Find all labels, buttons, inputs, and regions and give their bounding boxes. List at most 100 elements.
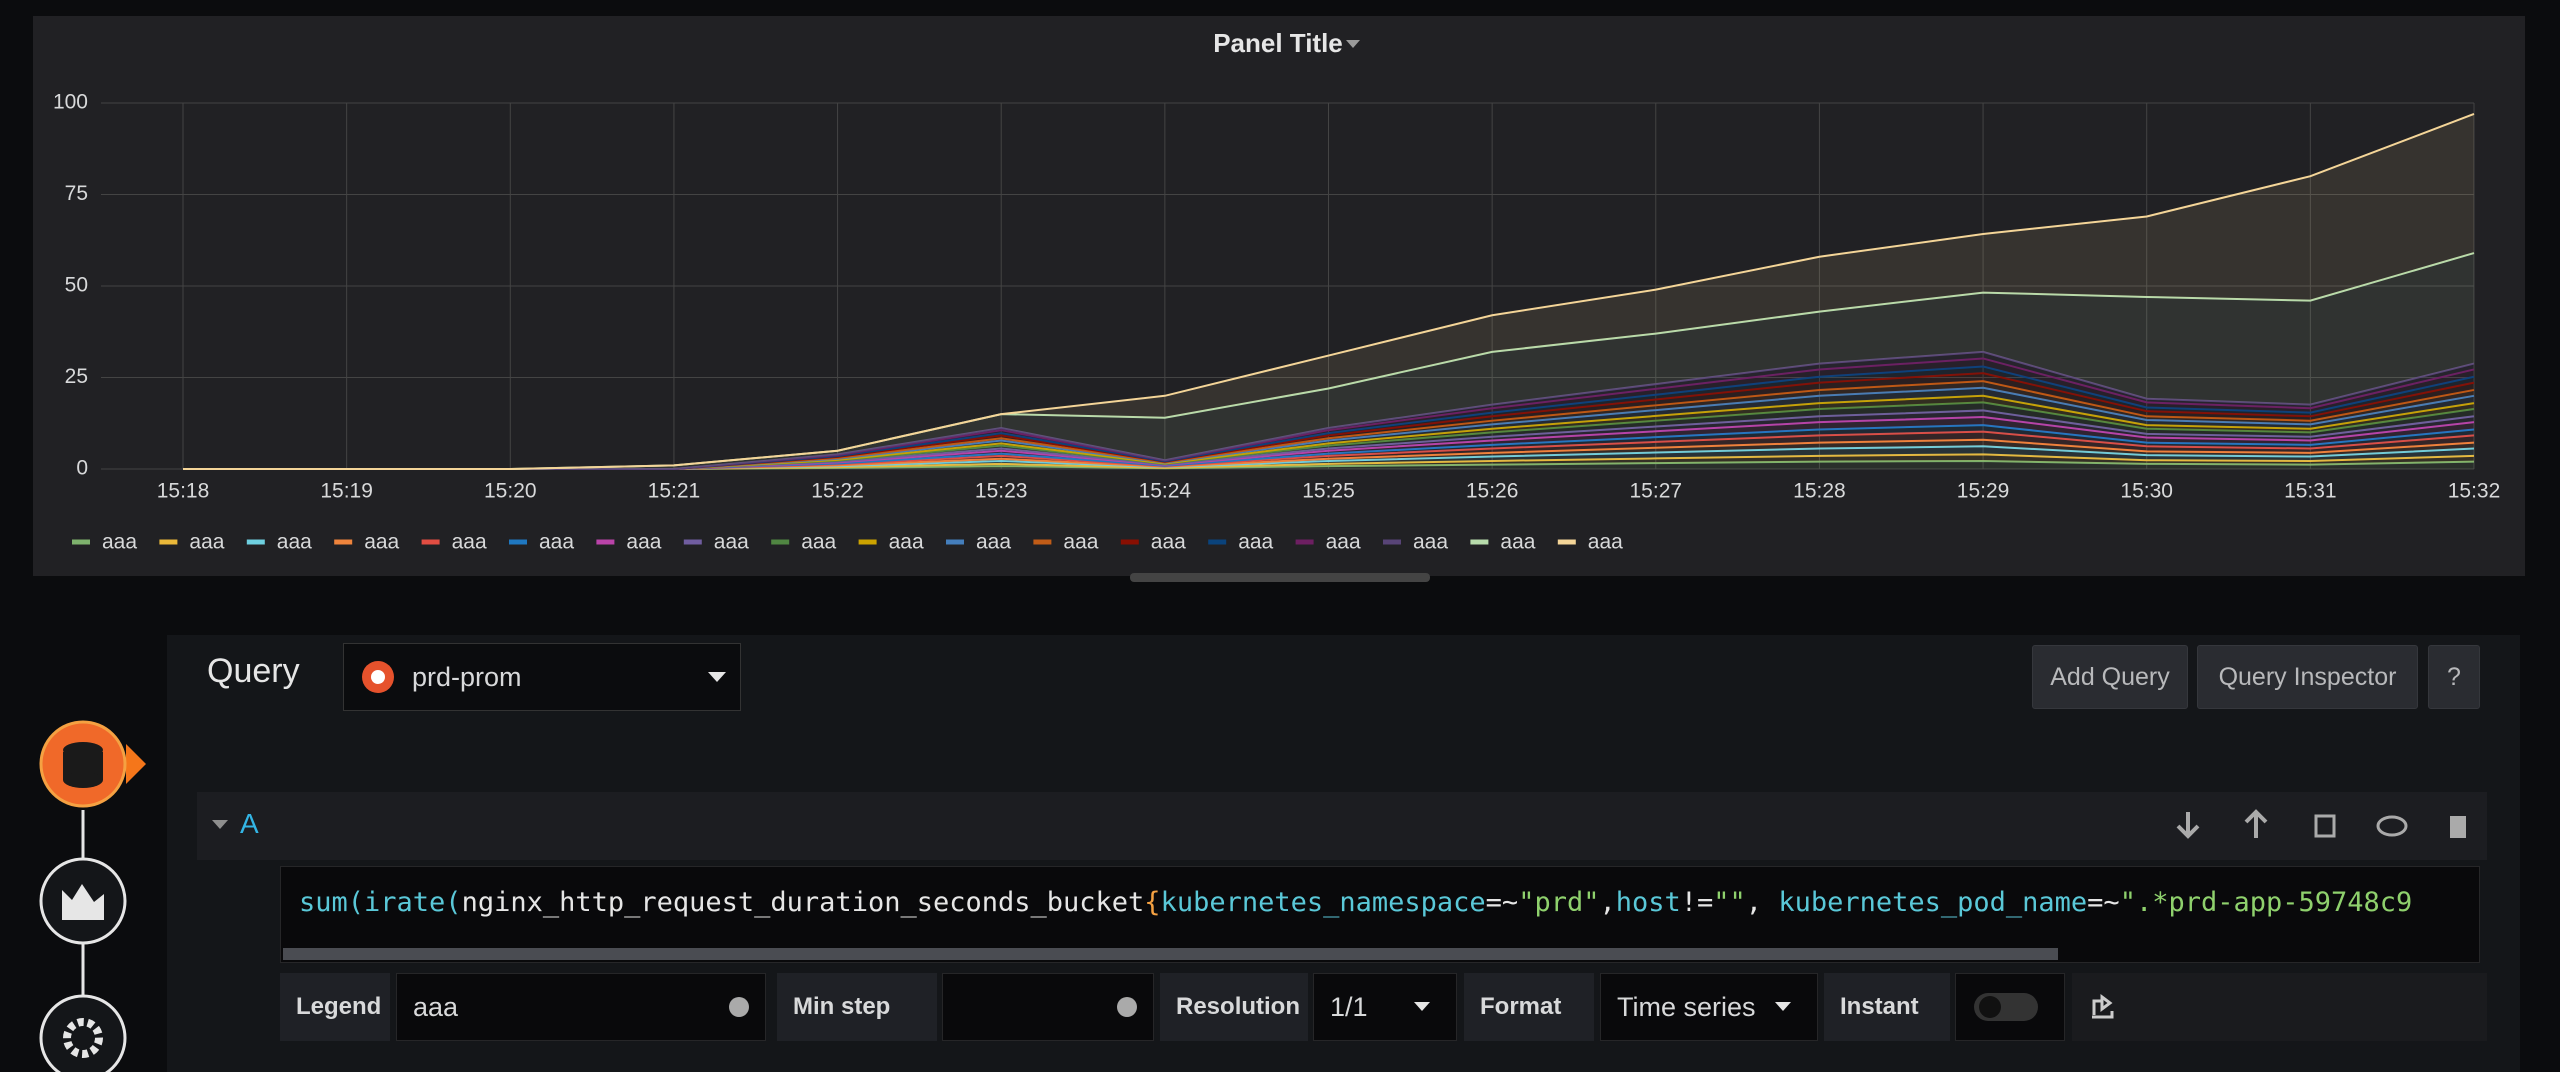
panel-title[interactable]: Panel Title (1213, 28, 1343, 58)
x-tick-label: 15:25 (1302, 480, 1355, 503)
legend-label[interactable]: aaa (1588, 531, 1623, 554)
resolution-select[interactable]: 1/1 (1313, 973, 1457, 1041)
info-icon[interactable] (727, 995, 751, 1019)
format-value: Time series (1617, 991, 1756, 1022)
instant-switch[interactable] (1955, 973, 2065, 1041)
move-up[interactable] (2244, 809, 2268, 838)
code-token: != (1680, 887, 1714, 918)
datasource-picker[interactable]: prd-prom (343, 643, 741, 711)
area-fill (183, 446, 2474, 469)
y-tick-label: 75 (65, 182, 88, 205)
x-tick-label: 15:30 (2120, 480, 2173, 503)
dropdown-caret (1775, 1002, 1791, 1011)
query-expression[interactable]: sum(irate(nginx_http_request_duration_se… (281, 867, 2479, 938)
collapse-caret[interactable] (210, 815, 230, 835)
format-label: Format (1464, 973, 1594, 1041)
active-pointer (126, 744, 146, 784)
add-query-button[interactable]: Add Query (2032, 645, 2188, 709)
info-circle (1117, 997, 1137, 1017)
h-scrollbar[interactable] (283, 948, 2058, 960)
query-options[interactable] (2072, 973, 2487, 1041)
format-select[interactable]: Time series (1600, 973, 1818, 1041)
help-button[interactable]: ? (2428, 645, 2480, 709)
area-fill (183, 460, 2474, 469)
toggle-visibility[interactable] (2376, 815, 2408, 837)
code-token: { (1144, 887, 1161, 918)
legend-label[interactable]: aaa (626, 531, 661, 554)
y-tick-label: 100 (53, 91, 88, 114)
x-tick-label: 15:26 (1466, 480, 1519, 503)
general-tab[interactable] (39, 994, 127, 1072)
code-token: =~ (2087, 887, 2120, 918)
title-caret[interactable] (1346, 40, 1360, 48)
legend-label[interactable]: aaa (1063, 531, 1098, 554)
move-down[interactable] (2176, 812, 2200, 839)
query-ref-id[interactable]: A (240, 808, 259, 839)
dropdown-caret (708, 672, 726, 682)
area-fill (183, 439, 2474, 469)
y-tick-label: 50 (65, 274, 88, 297)
legend-label[interactable]: aaa (1500, 531, 1535, 554)
resolution-label: Resolution (1160, 973, 1308, 1041)
x-tick-label: 15:32 (2448, 480, 2501, 503)
code-token: host (1615, 887, 1681, 918)
resize-handle[interactable] (1130, 573, 1430, 582)
legend-label[interactable]: aaa (1413, 531, 1448, 554)
series-line (183, 113, 2475, 470)
legend-label: Legend (280, 973, 390, 1041)
legend-label[interactable]: aaa (364, 531, 399, 554)
area-fill (183, 113, 2474, 469)
x-tick-label: 15:21 (648, 480, 701, 503)
legend-label[interactable]: aaa (189, 531, 224, 554)
row-actions (2176, 809, 2466, 839)
x-tick-label: 15:24 (1139, 480, 1192, 503)
query-inspector-button[interactable]: Query Inspector (2197, 645, 2418, 709)
code-token: =~ (1485, 887, 1519, 918)
code-token: kubernetes_namespace (1160, 887, 1486, 918)
legend-label[interactable]: aaa (452, 531, 487, 554)
legend-input[interactable]: aaa (396, 973, 766, 1041)
delete[interactable] (2450, 816, 2466, 838)
duplicate[interactable] (2314, 814, 2336, 838)
x-tick-label: 15:19 (320, 480, 373, 503)
code-token: "" (1713, 887, 1746, 918)
sidebar (39, 720, 146, 1072)
query-label: Query (207, 652, 300, 690)
query-row-header (197, 792, 2487, 860)
code-token: ".*prd-app-59748c9 (2119, 887, 2413, 918)
code-token: , (1599, 887, 1616, 918)
min-step-label: Min step (777, 973, 937, 1041)
legend-label[interactable]: aaa (1326, 531, 1361, 554)
info-icon[interactable] (1115, 995, 1139, 1019)
datasource-icon (362, 661, 394, 693)
legend-label[interactable]: aaa (1151, 531, 1186, 554)
dropdown-caret (1414, 1002, 1430, 1011)
legend-label[interactable]: aaa (539, 531, 574, 554)
min-step-input[interactable] (942, 973, 1154, 1041)
legend-label[interactable]: aaa (801, 531, 836, 554)
x-tick-label: 15:18 (157, 480, 210, 503)
code-token: sum(irate( (299, 887, 462, 918)
x-tick-label: 15:28 (1793, 480, 1846, 503)
x-tick-label: 15:22 (811, 480, 864, 503)
caret (1414, 1002, 1430, 1011)
resolution-value: 1/1 (1330, 991, 1368, 1022)
legend-label[interactable]: aaa (889, 531, 924, 554)
code-token: kubernetes_pod_name (1778, 887, 2088, 918)
code-token: "prd" (1518, 887, 1600, 918)
legend-label[interactable]: aaa (976, 531, 1011, 554)
legend-label[interactable]: aaa (1238, 531, 1273, 554)
chart: Panel Title 0 25 50 75 100 15:18 15:19 15:20 15:… (33, 16, 2525, 582)
legend-label[interactable]: aaa (277, 531, 312, 554)
x-tick-label: 15:27 (1630, 480, 1683, 503)
query-field[interactable]: sum(irate(nginx_http_request_duration_se… (280, 866, 2480, 963)
code-token: nginx_http_request_duration_seconds_buck… (461, 887, 1145, 918)
legend-label[interactable]: aaa (102, 531, 137, 554)
x-tick-label: 15:20 (484, 480, 537, 503)
code-token: , (1745, 887, 1779, 918)
x-tick-label: 15:31 (2284, 480, 2337, 503)
legend-label[interactable]: aaa (714, 531, 749, 554)
x-tick-label: 15:23 (975, 480, 1028, 503)
datasource-name: prd-prom (412, 661, 522, 692)
